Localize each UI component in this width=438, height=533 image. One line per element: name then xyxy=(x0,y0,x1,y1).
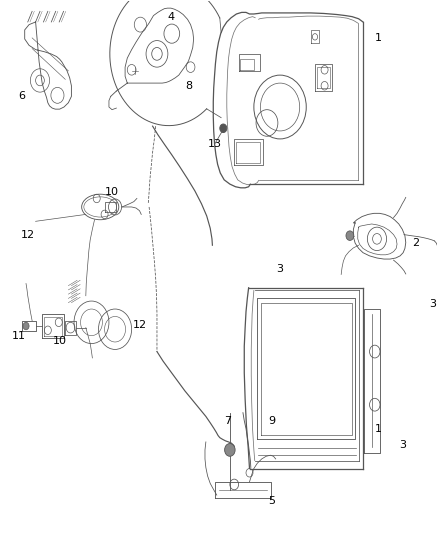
Text: 10: 10 xyxy=(53,336,67,346)
Circle shape xyxy=(23,322,29,330)
Text: 7: 7 xyxy=(224,416,231,426)
Text: 5: 5 xyxy=(268,496,275,506)
Text: 3: 3 xyxy=(429,298,436,309)
Text: 11: 11 xyxy=(12,330,26,341)
Text: 9: 9 xyxy=(268,416,275,426)
Text: 3: 3 xyxy=(399,440,406,450)
Text: 1: 1 xyxy=(375,33,382,43)
Text: 12: 12 xyxy=(21,230,35,240)
Text: 13: 13 xyxy=(208,139,222,149)
Text: 3: 3 xyxy=(276,264,283,274)
Text: 12: 12 xyxy=(133,320,148,330)
Circle shape xyxy=(346,231,354,240)
Text: 8: 8 xyxy=(185,81,192,91)
Text: 4: 4 xyxy=(167,12,174,22)
Circle shape xyxy=(220,124,227,133)
Text: 10: 10 xyxy=(105,187,119,197)
Text: 6: 6 xyxy=(18,91,25,101)
Text: 1: 1 xyxy=(375,424,382,434)
Text: 2: 2 xyxy=(412,238,419,247)
Circle shape xyxy=(225,443,235,456)
